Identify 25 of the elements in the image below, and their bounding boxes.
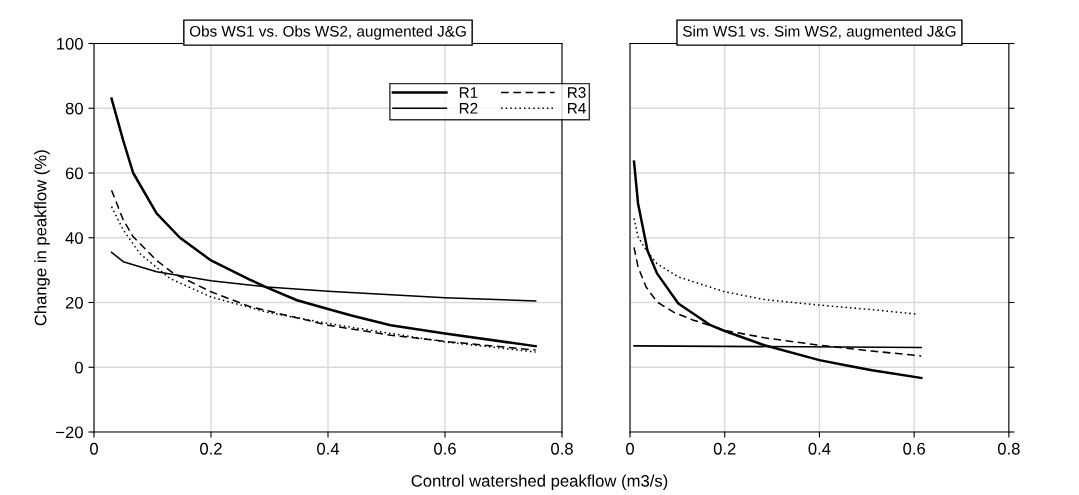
legend-label: R1: [459, 87, 478, 98]
x-tick-label: 0.6: [434, 442, 456, 455]
x-tick-label: 0.4: [317, 442, 340, 455]
y-tick-label: 40: [65, 232, 83, 244]
chart-title: Obs WS1 vs. Obs WS2, augmented J&G: [189, 25, 466, 40]
y-tick-label: 60: [65, 167, 83, 180]
y-tick-label: −20: [56, 426, 83, 439]
x-tick-label: 0: [626, 442, 634, 455]
x-tick-label: 0.2: [200, 442, 222, 455]
chart-title: Sim WS1 vs. Sim WS2, augmented J&G: [683, 25, 956, 40]
x-tick-label: 0.6: [903, 442, 925, 455]
legend-label: R2: [459, 102, 478, 114]
x-tick-label: 0.4: [808, 442, 831, 455]
x-tick-label: 0: [90, 442, 98, 455]
x-tick-label: 0.8: [551, 442, 573, 455]
y-axis-title: Change in peakflow (%): [34, 150, 50, 326]
x-axis-title: Control watershed peakflow (m3/s): [411, 474, 668, 491]
y-tick-label: 0: [74, 361, 83, 374]
legend-label: R4: [568, 103, 586, 114]
x-tick-label: 0.2: [713, 442, 736, 455]
x-tick-label: 0.8: [997, 442, 1020, 455]
y-tick-label: 80: [65, 102, 83, 115]
legend-label: R3: [568, 87, 586, 98]
y-tick-label: 20: [65, 296, 83, 309]
y-tick-label: 100: [57, 37, 83, 50]
